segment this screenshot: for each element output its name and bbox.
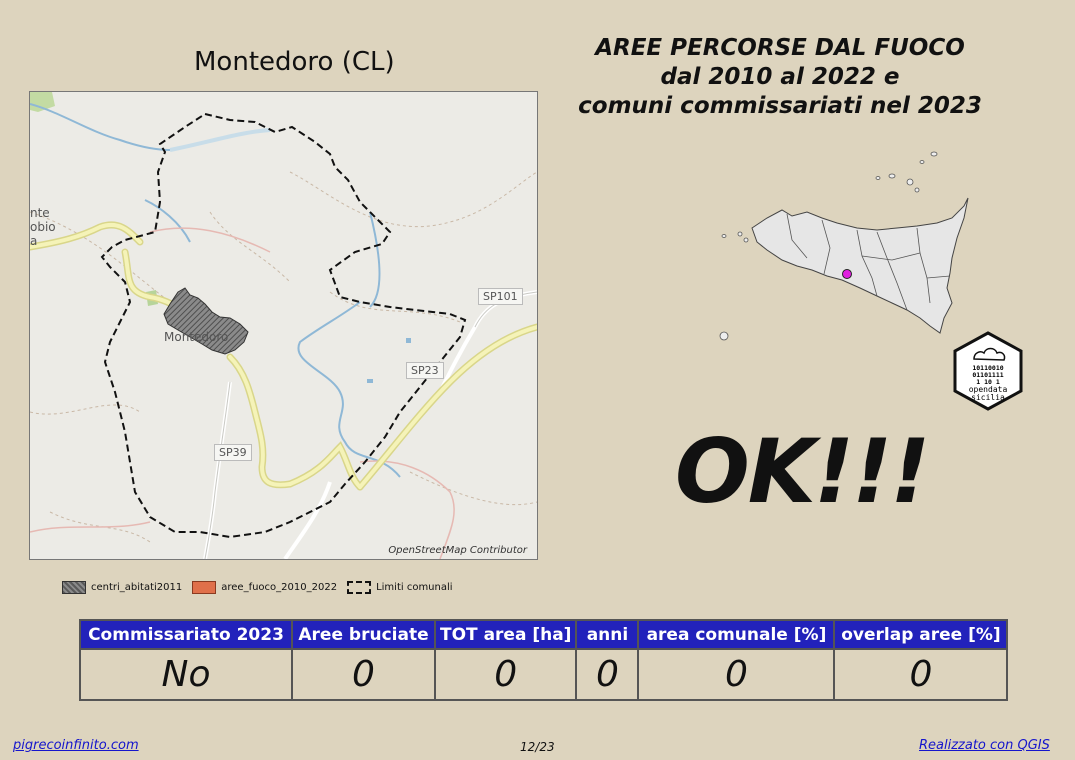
- road-label-sp101: SP101: [478, 288, 523, 305]
- column-header: anni: [575, 619, 640, 650]
- table-cell: No: [79, 648, 293, 701]
- heading-line: comuni commissariati nel 2023: [578, 93, 982, 119]
- table-header-row: Commissariato 2023 Aree bruciate TOT are…: [79, 619, 1009, 650]
- heading-line: AREE PERCORSE DAL FUOCO: [595, 35, 965, 61]
- legend-label: Limiti comunali: [376, 581, 453, 593]
- page-heading: AREE PERCORSE DAL FUOCO dal 2010 al 2022…: [560, 34, 1000, 121]
- table-cell: 0: [637, 648, 836, 701]
- dashed-swatch-icon: [347, 580, 372, 594]
- partial-place-label: a: [30, 234, 38, 248]
- column-header: Commissariato 2023: [79, 619, 293, 650]
- column-header: TOT area [ha]: [433, 619, 578, 650]
- partial-place-label: nte: [30, 206, 50, 220]
- column-header: Aree bruciate: [291, 619, 436, 650]
- place-label-montedoro: Montedoro: [164, 330, 229, 344]
- map-credit: OpenStreetMap Contributor: [388, 545, 527, 556]
- hatched-swatch-icon: [62, 580, 86, 594]
- legend-item-fuoco: aree_fuoco_2010_2022: [192, 580, 338, 594]
- legend-item-limiti: Limiti comunali: [347, 580, 453, 594]
- website-link[interactable]: pigrecoinfinito.com: [13, 738, 139, 753]
- table-cell: 0: [291, 648, 436, 701]
- legend-label: centri_abitati2011: [91, 581, 183, 593]
- table-cell: 0: [433, 648, 578, 701]
- legend-label: aree_fuoco_2010_2022: [221, 581, 338, 593]
- table-row: No 0 0 0 0 0: [79, 648, 1009, 701]
- road-label-sp23: SP23: [406, 362, 444, 379]
- qgis-link[interactable]: Realizzato con QGIS: [919, 738, 1050, 753]
- opendata-sicilia-logo-icon: 10110010 01101111 1 10 1 opendata sicili…: [952, 331, 1024, 411]
- logo-bits: 01101111: [972, 371, 1003, 379]
- location-marker-icon: [842, 269, 852, 279]
- logo-text: sicilia: [971, 393, 1005, 402]
- logo-text: opendata: [969, 385, 1008, 394]
- column-header: overlap aree [%]: [833, 619, 1009, 650]
- table-cell: 0: [575, 648, 640, 701]
- status-text: OK!!!: [675, 420, 930, 523]
- municipality-map: Montedoro nte obio a SP101 SP23 SP39 Ope…: [29, 91, 538, 560]
- municipal-boundary: [100, 112, 467, 539]
- urban-area-shape: [163, 287, 249, 355]
- legend-item-centri: centri_abitati2011: [62, 580, 183, 594]
- stats-table: Commissariato 2023 Aree bruciate TOT are…: [79, 619, 1009, 701]
- sicily-locator-map-icon: [712, 148, 982, 348]
- column-header: area comunale [%]: [637, 619, 836, 650]
- map-title: Montedoro (CL): [194, 47, 395, 77]
- road-label-sp39: SP39: [214, 444, 252, 461]
- logo-bits: 1 10 1: [976, 378, 1000, 386]
- map-canvas: [30, 92, 537, 559]
- page-number: 12/23: [520, 740, 555, 754]
- heading-line: dal 2010 al 2022 e: [660, 64, 900, 90]
- orange-swatch-icon: [192, 580, 217, 594]
- table-cell: 0: [833, 648, 1009, 701]
- partial-place-label: obio: [30, 220, 56, 234]
- logo-bits: 10110010: [972, 364, 1003, 372]
- map-legend: centri_abitati2011 aree_fuoco_2010_2022 …: [62, 578, 463, 596]
